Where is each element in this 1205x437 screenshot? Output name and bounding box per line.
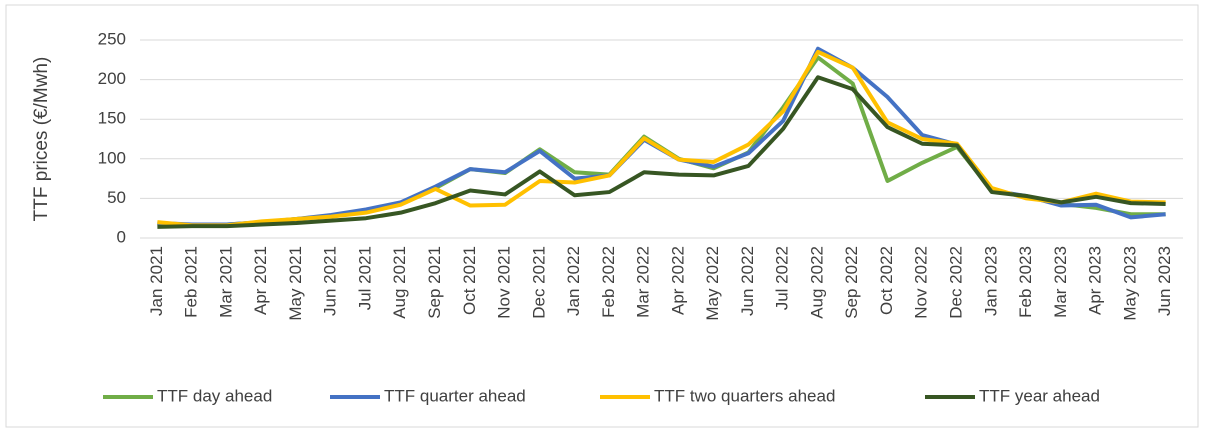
x-tick-label: Feb 2021: [182, 246, 201, 318]
legend-label: TTF quarter ahead: [384, 386, 526, 405]
x-tick-label: Jun 2021: [321, 246, 340, 316]
x-tick-label: May 2022: [703, 246, 722, 321]
y-tick-label: 50: [107, 188, 126, 207]
x-tick-label: Dec 2021: [529, 246, 548, 319]
x-tick-label: Oct 2022: [877, 246, 896, 315]
x-tick-label: Aug 2022: [807, 246, 826, 319]
x-tick-label: Jan 2022: [564, 246, 583, 316]
y-tick-label: 100: [98, 148, 126, 167]
x-tick-label: Jul 2022: [773, 246, 792, 310]
x-tick-label: Jun 2022: [738, 246, 757, 316]
x-tick-label: Mar 2023: [1051, 246, 1070, 318]
legend-label: TTF year ahead: [979, 386, 1100, 405]
x-tick-label: Mar 2021: [216, 246, 235, 318]
x-tick-label: May 2021: [286, 246, 305, 321]
x-tick-label: Apr 2021: [251, 246, 270, 315]
y-tick-label: 250: [98, 29, 126, 48]
x-tick-label: Sep 2022: [842, 246, 861, 319]
x-tick-label: Jan 2021: [147, 246, 166, 316]
x-tick-label: Mar 2022: [634, 246, 653, 318]
x-tick-label: Apr 2022: [668, 246, 687, 315]
x-tick-label: Feb 2023: [1016, 246, 1035, 318]
y-tick-label: 150: [98, 109, 126, 128]
legend-label: TTF day ahead: [157, 386, 272, 405]
x-tick-label: May 2023: [1120, 246, 1139, 321]
x-tick-label: Nov 2021: [495, 246, 514, 319]
x-tick-label: Nov 2022: [912, 246, 931, 319]
x-tick-label: Jul 2021: [355, 246, 374, 310]
legend-label: TTF two quarters ahead: [654, 386, 835, 405]
series-line: [157, 49, 1166, 228]
series-line: [157, 75, 1166, 229]
y-axis-label: TTF prices (€/Mwh): [31, 57, 52, 222]
x-tick-label: Jun 2023: [1155, 246, 1174, 316]
x-tick-label: Dec 2022: [947, 246, 966, 319]
x-tick-label: Jan 2023: [981, 246, 1000, 316]
y-tick-label: 0: [117, 227, 126, 246]
x-tick-label: Oct 2021: [460, 246, 479, 315]
x-tick-label: Aug 2021: [390, 246, 409, 319]
x-tick-label: Feb 2022: [599, 246, 618, 318]
y-tick-label: 200: [98, 69, 126, 88]
chart-border: [5, 4, 1199, 428]
x-tick-label: Sep 2021: [425, 246, 444, 319]
x-tick-label: Apr 2023: [1086, 246, 1105, 315]
